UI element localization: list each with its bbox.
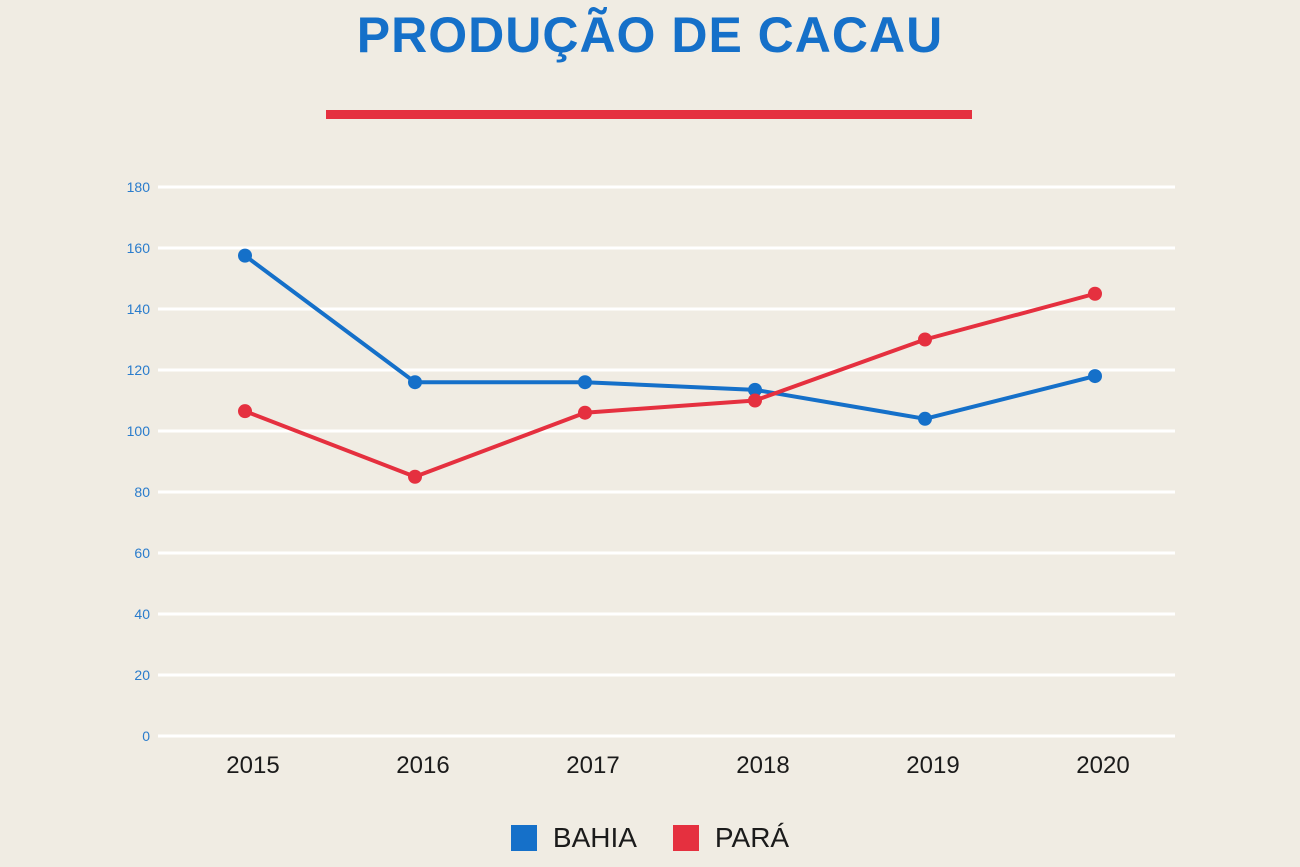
data-point-bahia-2016 [408,375,422,390]
data-point-bahia-2015 [238,248,252,263]
legend-label-para: PARÁ [714,822,790,853]
y-tick-label: 100 [127,423,151,439]
data-point-para-2017 [578,405,592,420]
legend-swatch-bahia [510,825,537,851]
y-tick-label: 80 [134,484,150,500]
x-tick-label: 2020 [1076,752,1129,779]
legend-item-bahia: BAHIA [510,822,637,854]
x-tick-label: 2019 [906,752,959,779]
y-tick-label: 60 [134,545,150,561]
legend-item-para: PARÁ [672,822,790,854]
data-point-bahia-2019 [918,411,932,426]
y-tick-label: 0 [142,728,150,744]
data-point-para-2020 [1088,286,1102,301]
data-point-bahia-2017 [578,375,592,390]
y-tick-label: 160 [127,240,151,256]
data-point-para-2016 [408,469,422,484]
legend-swatch-para [672,825,699,851]
x-tick-label: 2018 [736,752,789,779]
legend: BAHIA PARÁ [0,822,1300,854]
y-axis-ticks: 0 20 40 60 80 100 120 140 160 180 [127,179,151,744]
y-tick-label: 140 [127,301,151,317]
gridlines [158,185,1175,738]
title-underline [326,110,972,119]
x-tick-label: 2015 [226,752,279,779]
data-point-para-2015 [238,404,252,419]
series-line-bahia [243,253,1097,421]
data-point-bahia-2020 [1088,369,1102,384]
legend-label-bahia: BAHIA [552,822,637,853]
chart-title: PRODUÇÃO DE CACAU [356,7,944,63]
series-lines [238,248,1102,484]
data-point-para-2019 [918,332,932,347]
y-tick-label: 40 [134,606,150,622]
data-point-bahia-2018 [748,382,762,397]
data-point-para-2018 [748,393,762,408]
y-tick-label: 20 [134,667,150,683]
series-line-para [243,291,1097,479]
y-tick-label: 120 [127,362,151,378]
x-tick-label: 2017 [566,752,619,779]
x-tick-label: 2016 [396,752,449,779]
x-axis-ticks: 2015 2016 2017 2018 2019 2020 [226,752,1129,779]
y-tick-label: 180 [127,179,151,195]
